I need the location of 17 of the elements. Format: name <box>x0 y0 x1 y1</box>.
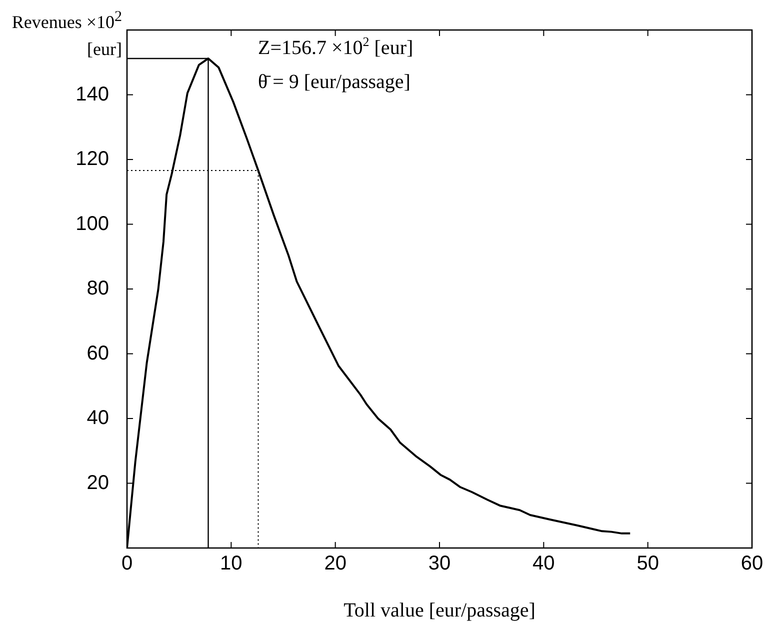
y-tick-label: 140 <box>76 83 109 106</box>
annotation: θ̄ = 9 [eur/passage] <box>258 71 410 93</box>
x-tick-label: 40 <box>532 552 555 575</box>
y-tick-label: 40 <box>86 407 109 430</box>
y-tick-label: 80 <box>86 278 109 300</box>
x-tick-label: 0 <box>121 552 133 575</box>
x-tick-label: 50 <box>636 552 659 575</box>
y-axis-title: Revenues ×10$^{2}$ [eur] <box>10 8 122 61</box>
x-tick-label: 30 <box>428 552 451 575</box>
y-tick-label: 100 <box>76 212 109 235</box>
x-axis-title: Toll value [eur/passage] <box>344 599 536 622</box>
y-tick-label: 60 <box>86 342 109 364</box>
y-tick-label: 20 <box>86 472 109 494</box>
y-tick-label: 120 <box>76 148 109 170</box>
x-tick-label: 60 <box>740 552 764 575</box>
x-tick-label: 10 <box>220 552 242 575</box>
x-tick-label: 20 <box>324 552 346 575</box>
